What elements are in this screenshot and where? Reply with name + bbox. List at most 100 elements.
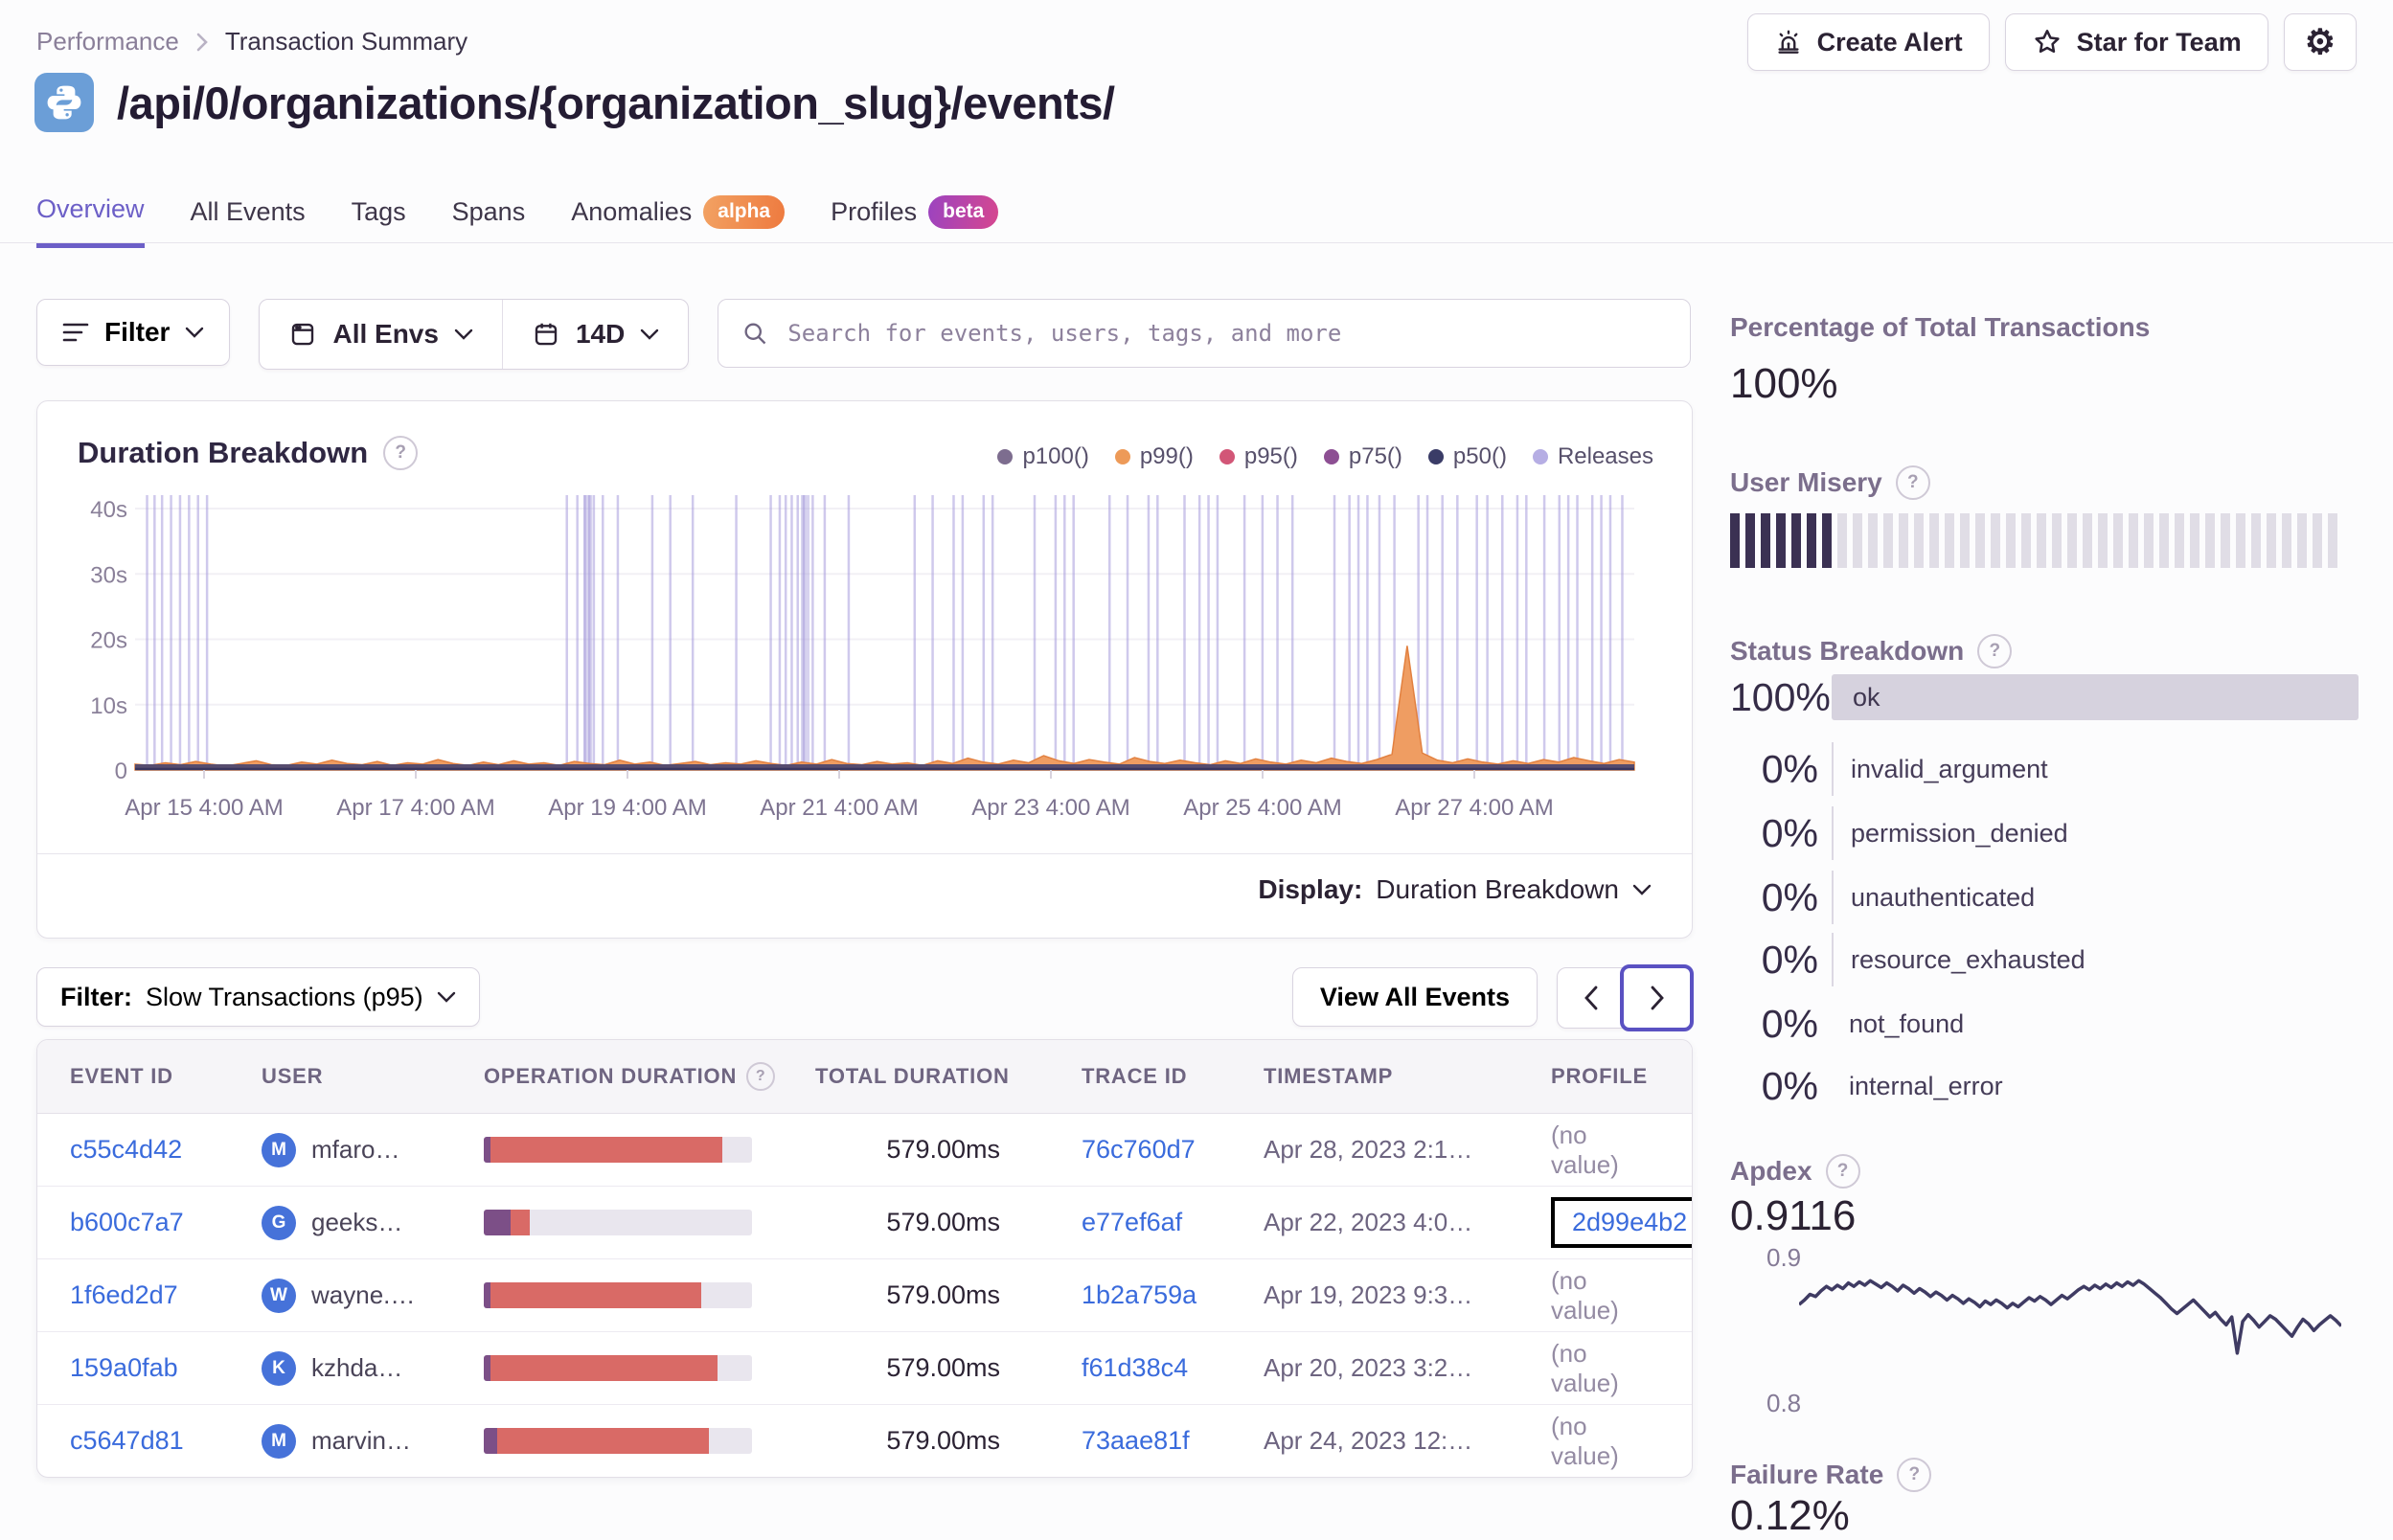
- misery-tick: [2236, 513, 2245, 568]
- timestamp: Apr 22, 2023 4:0…: [1264, 1208, 1473, 1236]
- tab-tags[interactable]: Tags: [351, 196, 406, 226]
- help-icon[interactable]: ?: [1895, 465, 1930, 500]
- avatar: W: [262, 1278, 296, 1313]
- trace-id-link[interactable]: 76c760d7: [1082, 1135, 1196, 1164]
- status-bar[interactable]: ok: [1832, 674, 2359, 720]
- create-alert-button[interactable]: Create Alert: [1746, 13, 1990, 71]
- profile-link[interactable]: 2d99e4b2: [1572, 1208, 1688, 1236]
- breadcrumb-performance[interactable]: Performance: [36, 27, 179, 56]
- transaction-name: /api/0/organizations/{organization_slug}…: [117, 77, 1115, 128]
- tab-profiles[interactable]: Profiles beta: [831, 194, 999, 248]
- trace-id-link[interactable]: 73aae81f: [1082, 1426, 1190, 1455]
- misery-tick: [2159, 513, 2169, 568]
- svg-text:Apr 25 4:00 AM: Apr 25 4:00 AM: [1183, 795, 1341, 821]
- event-id-link[interactable]: 1f6ed2d7: [70, 1280, 178, 1309]
- display-value: Duration Breakdown: [1376, 874, 1619, 904]
- user-name: wayne.…: [311, 1280, 416, 1309]
- pct-total-title: Percentage of Total Transactions: [1730, 312, 2151, 342]
- trace-id-link[interactable]: 1b2a759a: [1082, 1280, 1197, 1309]
- trace-id-link[interactable]: e77ef6af: [1082, 1208, 1183, 1236]
- next-page-button[interactable]: [1620, 964, 1694, 1031]
- legend-item-p75[interactable]: p75(): [1323, 443, 1402, 470]
- event-id-link[interactable]: b600c7a7: [70, 1208, 184, 1236]
- status-pct: 0%: [1761, 810, 1818, 855]
- python-project-icon: [34, 73, 94, 132]
- search-input[interactable]: [786, 319, 1667, 348]
- status-row-not_found: 0% not_found: [1730, 997, 2359, 1051]
- svg-text:Apr 21 4:00 AM: Apr 21 4:00 AM: [760, 795, 918, 821]
- legend-dot: [997, 449, 1014, 464]
- misery-tick: [2205, 513, 2215, 568]
- star-icon: [2032, 27, 2063, 57]
- user-name: marvin…: [311, 1426, 412, 1455]
- col-operation-duration: OPERATION DURATION?: [484, 1062, 815, 1091]
- help-icon[interactable]: ?: [1977, 634, 2013, 668]
- legend-dot: [1323, 449, 1339, 464]
- star-for-team-button[interactable]: Star for Team: [2004, 13, 2268, 71]
- filter-button[interactable]: Filter: [36, 299, 231, 366]
- misery-tick: [1868, 513, 1878, 568]
- siren-icon: [1774, 28, 1803, 57]
- avatar: M: [262, 1423, 296, 1459]
- search-box: [718, 299, 1691, 368]
- help-icon[interactable]: ?: [1897, 1458, 1932, 1492]
- legend-item-p100[interactable]: p100(): [997, 443, 1089, 470]
- status-row-invalid_argument: 0% invalid_argument: [1730, 742, 2359, 796]
- misery-tick: [1837, 513, 1847, 568]
- table-header: EVENT ID USER OPERATION DURATION? TOTAL …: [37, 1040, 1692, 1114]
- misery-tick: [2129, 513, 2138, 568]
- tab-overview[interactable]: Overview: [36, 194, 145, 248]
- view-all-events-button[interactable]: View All Events: [1291, 967, 1538, 1027]
- misery-tick: [1899, 513, 1908, 568]
- total-duration: 579.00ms: [886, 1426, 1000, 1455]
- user-misery-bar: [1730, 513, 2337, 568]
- operation-duration-bar: [484, 1282, 752, 1308]
- help-icon[interactable]: ?: [383, 436, 419, 470]
- display-selector[interactable]: Display: Duration Breakdown: [1258, 874, 1652, 905]
- previous-page-button[interactable]: [1558, 968, 1624, 1028]
- svg-text:Apr 27 4:00 AM: Apr 27 4:00 AM: [1395, 795, 1553, 821]
- tab-all-events[interactable]: All Events: [190, 196, 306, 226]
- settings-button[interactable]: ⚙: [2283, 13, 2357, 71]
- chevron-right-icon: [194, 30, 210, 55]
- trace-id-link[interactable]: f61d38c4: [1082, 1353, 1189, 1382]
- profile-no-value: (no value): [1551, 1265, 1619, 1325]
- svg-text:20s: 20s: [90, 628, 127, 654]
- timestamp: Apr 20, 2023 3:2…: [1264, 1353, 1473, 1382]
- environment-selector[interactable]: All Envs: [260, 300, 501, 369]
- filter-button-label: Filter: [104, 317, 171, 347]
- misery-tick: [2267, 513, 2276, 568]
- misery-tick: [1945, 513, 1954, 568]
- events-table: EVENT ID USER OPERATION DURATION? TOTAL …: [36, 1039, 1693, 1478]
- event-id-link[interactable]: c5647d81: [70, 1426, 184, 1455]
- legend-item-Releases[interactable]: Releases: [1532, 443, 1653, 470]
- legend-item-p95[interactable]: p95(): [1219, 443, 1298, 470]
- legend-item-p99[interactable]: p99(): [1114, 443, 1194, 470]
- help-icon[interactable]: ?: [1825, 1154, 1860, 1189]
- help-icon[interactable]: ?: [746, 1062, 776, 1091]
- legend-item-p50[interactable]: p50(): [1427, 443, 1507, 470]
- profile-no-value: (no value): [1551, 1120, 1619, 1179]
- misery-tick: [2221, 513, 2230, 568]
- misery-tick: [2190, 513, 2199, 568]
- failure-rate-value: 0.12%: [1730, 1492, 1850, 1539]
- misery-tick: [1914, 513, 1924, 568]
- tab-spans[interactable]: Spans: [451, 196, 526, 226]
- tab-anomalies[interactable]: Anomalies alpha: [571, 194, 786, 248]
- total-duration: 579.00ms: [886, 1208, 1000, 1236]
- transactions-filter-dropdown[interactable]: Filter: Slow Transactions (p95): [36, 967, 480, 1027]
- calendar-icon: [532, 320, 560, 349]
- events-toolbar: Filter: Slow Transactions (p95) View All…: [36, 964, 1694, 1031]
- date-range-selector[interactable]: 14D: [501, 300, 688, 369]
- duration-breakdown-chart[interactable]: 40s 30s 20s 10s 0 Apr 15 4:00 AM Apr 17 4:00 A…: [37, 484, 1692, 871]
- status-row-internal_error: 0% internal_error: [1730, 1059, 2359, 1113]
- create-alert-label: Create Alert: [1816, 27, 1963, 57]
- operation-duration-bar: [484, 1355, 752, 1381]
- status-label: not_found: [1849, 1008, 1965, 1038]
- event-id-link[interactable]: c55c4d42: [70, 1135, 183, 1164]
- search-icon: [741, 320, 768, 347]
- event-id-link[interactable]: 159a0fab: [70, 1353, 178, 1382]
